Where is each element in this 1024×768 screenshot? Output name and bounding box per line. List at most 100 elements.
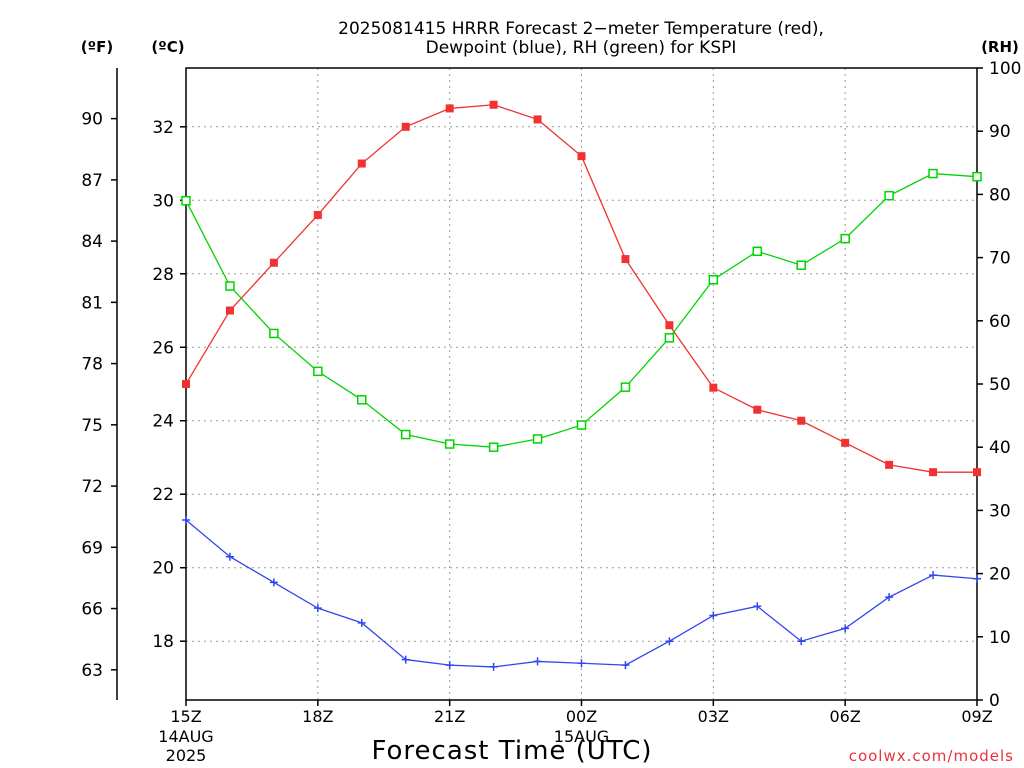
temperature-point bbox=[665, 321, 674, 330]
relative-humidity-point bbox=[620, 382, 631, 392]
temperature-point bbox=[621, 255, 630, 264]
fahrenheit-tick-label: 63 bbox=[81, 661, 103, 681]
relative-humidity-point bbox=[884, 190, 894, 201]
x-tick-label: 09Z bbox=[961, 707, 992, 726]
rh-tick-label: 0 bbox=[989, 691, 1000, 711]
dewpoint-point bbox=[225, 552, 234, 561]
dewpoint-point bbox=[533, 657, 542, 666]
dewpoint-point bbox=[797, 637, 806, 646]
data-series bbox=[181, 100, 982, 671]
dewpoint-point bbox=[709, 611, 718, 620]
temperature-point bbox=[533, 115, 542, 124]
relative-humidity-point bbox=[225, 281, 235, 291]
relative-humidity-point bbox=[928, 168, 938, 179]
rh-tick-label: 70 bbox=[989, 249, 1011, 269]
fahrenheit-tick-label: 69 bbox=[81, 538, 103, 558]
relative-humidity-point bbox=[576, 420, 587, 430]
rh-tick-label: 20 bbox=[989, 565, 1011, 585]
dewpoint-point bbox=[929, 571, 938, 580]
relative-humidity-point bbox=[357, 395, 367, 405]
dewpoint-point bbox=[841, 624, 850, 633]
temperature-point bbox=[709, 383, 718, 392]
credit-label: coolwx.com/models bbox=[849, 747, 1014, 765]
dewpoint-point bbox=[313, 604, 322, 613]
relative-humidity-point bbox=[444, 439, 455, 449]
dewpoint-point bbox=[269, 578, 278, 587]
celsius-tick-label: 32 bbox=[152, 118, 174, 138]
celsius-tick-label: 18 bbox=[152, 632, 174, 652]
plot-frame bbox=[185, 67, 978, 701]
rh-tick-label: 50 bbox=[989, 375, 1011, 395]
dewpoint-point bbox=[357, 618, 366, 627]
relative-humidity-point bbox=[752, 246, 763, 257]
rh-tick-label: 60 bbox=[989, 312, 1011, 332]
x-axis-title: Forecast Time (UTC) bbox=[371, 736, 652, 766]
fahrenheit-tick-label: 75 bbox=[81, 416, 103, 436]
relative-humidity-point bbox=[488, 442, 499, 452]
chart-title-line1: 2025081415 HRRR Forecast 2−meter Tempera… bbox=[338, 19, 824, 39]
dewpoint-point bbox=[401, 655, 410, 664]
relative-humidity-point bbox=[972, 171, 982, 182]
temperature-point bbox=[489, 100, 498, 109]
celsius-tick-label: 20 bbox=[152, 559, 174, 579]
fahrenheit-tick-label: 84 bbox=[81, 232, 103, 252]
relative-humidity-point bbox=[313, 366, 323, 377]
rh-tick-label: 80 bbox=[989, 185, 1011, 205]
temperature-point bbox=[269, 258, 278, 267]
relative-humidity-line bbox=[185, 172, 978, 448]
temperature-point bbox=[357, 159, 366, 168]
fahrenheit-unit-label: (ºF) bbox=[81, 38, 113, 56]
rh-unit-label: (RH) bbox=[981, 38, 1019, 56]
relative-humidity-point bbox=[269, 328, 279, 339]
temperature-point bbox=[797, 416, 806, 425]
temperature-point bbox=[313, 210, 322, 219]
temperature-point bbox=[841, 438, 850, 447]
temperature-point bbox=[225, 306, 234, 315]
dewpoint-point bbox=[621, 661, 630, 670]
dewpoint-point bbox=[885, 593, 894, 602]
relative-humidity-point bbox=[532, 434, 543, 444]
temperature-point bbox=[885, 460, 894, 469]
x-tick-label: 21Z bbox=[434, 707, 465, 726]
temperature-point bbox=[929, 468, 938, 477]
dewpoint-point bbox=[445, 661, 454, 670]
fahrenheit-tick-label: 87 bbox=[81, 171, 103, 191]
dewpoint-point bbox=[973, 574, 981, 583]
fahrenheit-tick-label: 72 bbox=[81, 477, 103, 497]
x-tick-label: 18Z bbox=[302, 707, 333, 726]
x-tick-label: 03Z bbox=[698, 707, 729, 726]
rh-tick-label: 10 bbox=[989, 628, 1011, 648]
celsius-tick-label: 30 bbox=[152, 191, 174, 211]
x-tick-date-label: 15AUG bbox=[554, 727, 609, 746]
temperature-point bbox=[577, 152, 586, 161]
dewpoint-point bbox=[753, 602, 762, 611]
x-tick-date-label: 14AUG bbox=[158, 727, 213, 746]
rh-tick-label: 30 bbox=[989, 501, 1011, 521]
x-tick-label: 00Z bbox=[566, 707, 597, 726]
x-tick-label: 06Z bbox=[830, 707, 861, 726]
fahrenheit-tick-label: 90 bbox=[81, 110, 103, 130]
rh-tick-label: 90 bbox=[989, 122, 1011, 142]
dewpoint-point bbox=[577, 659, 586, 668]
dewpoint-point bbox=[665, 637, 674, 646]
temperature-point bbox=[182, 380, 190, 388]
celsius-unit-label: (ºC) bbox=[151, 38, 184, 56]
grid-lines bbox=[186, 68, 977, 700]
celsius-tick-label: 28 bbox=[152, 265, 174, 285]
x-tick-label: 15Z bbox=[170, 707, 201, 726]
fahrenheit-tick-label: 81 bbox=[81, 293, 103, 313]
chart-title-line2: Dewpoint (blue), RH (green) for KSPI bbox=[426, 38, 737, 58]
relative-humidity-point bbox=[796, 260, 806, 270]
rh-tick-label: 100 bbox=[989, 59, 1021, 79]
celsius-tick-label: 26 bbox=[152, 338, 174, 358]
celsius-tick-label: 24 bbox=[152, 412, 174, 432]
dewpoint-point bbox=[182, 515, 190, 524]
relative-humidity-point bbox=[840, 233, 850, 244]
celsius-tick-label: 22 bbox=[152, 485, 174, 505]
fahrenheit-tick-label: 66 bbox=[81, 600, 103, 620]
temperature-point bbox=[445, 104, 454, 113]
relative-humidity-point bbox=[181, 195, 191, 206]
temperature-point bbox=[401, 122, 410, 131]
